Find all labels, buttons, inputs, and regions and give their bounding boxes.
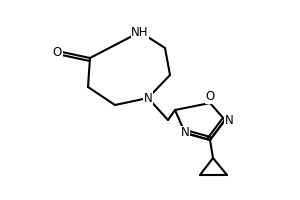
Text: O: O [206, 90, 214, 103]
Text: N: N [181, 127, 189, 140]
Text: N: N [225, 114, 234, 127]
Text: NH: NH [131, 25, 149, 38]
Text: O: O [53, 46, 62, 58]
Text: N: N [144, 92, 152, 104]
